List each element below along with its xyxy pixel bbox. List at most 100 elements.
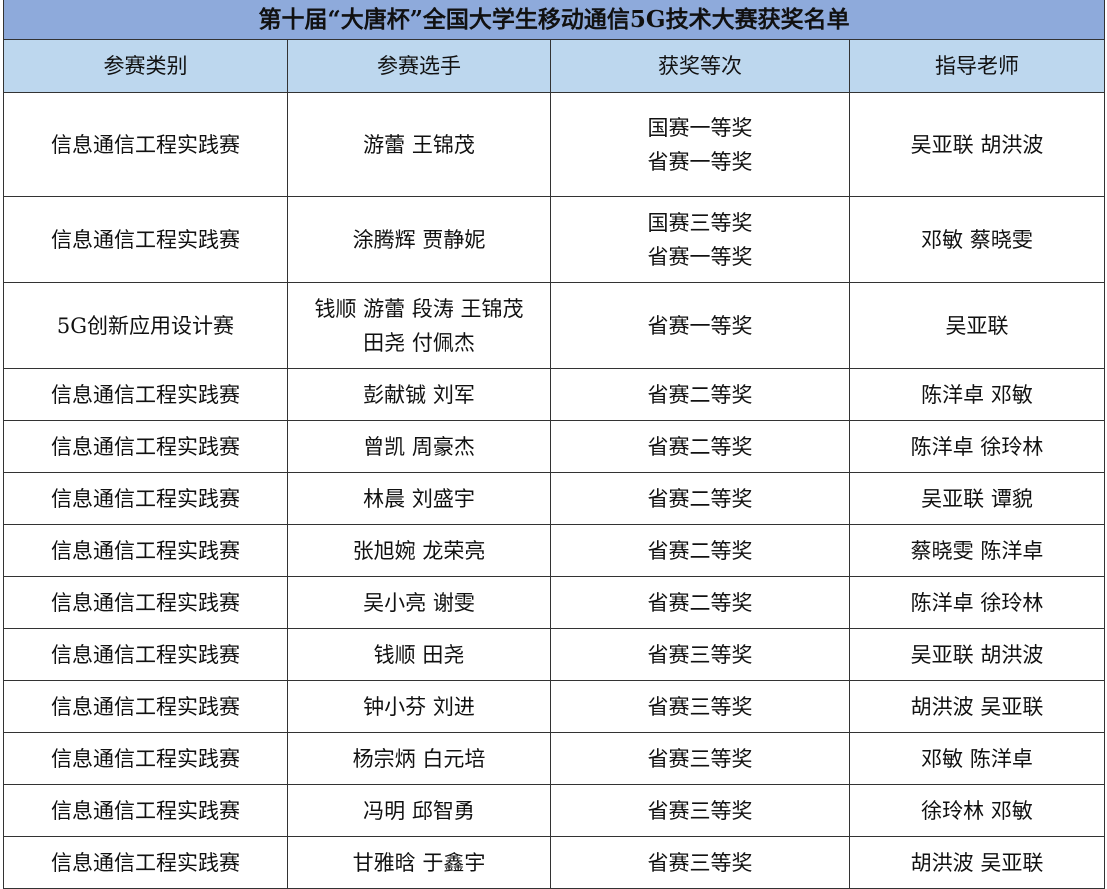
category-cell: 信息通信工程实践赛: [3, 836, 288, 889]
award-cell-line: 省赛三等奖: [647, 746, 753, 771]
category-cell: 信息通信工程实践赛: [3, 680, 288, 733]
award-cell: 国赛三等奖省赛一等奖: [550, 196, 850, 283]
table-row: 信息通信工程实践赛 游蕾 王锦茂 国赛一等奖 省赛一等奖 吴亚联 胡洪波: [3, 92, 1106, 197]
players-cell: 曾凯 周豪杰: [287, 420, 551, 473]
header-players: 参赛选手: [287, 39, 551, 93]
award-cell: 省赛一等奖: [550, 282, 850, 369]
table-row: 信息通信工程实践赛 冯明 邱智勇 省赛三等奖 徐玲林 邓敏: [3, 784, 1106, 837]
award-cell: 省赛二等奖: [550, 472, 850, 525]
players-cell-line: 田尧 付佩杰: [363, 330, 475, 355]
players-cell: 冯明 邱智勇: [287, 784, 551, 837]
players-cell: 钟小芬 刘进: [287, 680, 551, 733]
category-cell: 信息通信工程实践赛: [3, 92, 288, 197]
award-cell-line: 省赛三等奖: [647, 850, 753, 875]
header-category: 参赛类别: [3, 39, 288, 93]
players-cell: 甘雅晗 于鑫宇: [287, 836, 551, 889]
players-cell-line: 冯明 邱智勇: [363, 798, 475, 823]
advisors-cell: 胡洪波 吴亚联: [848, 836, 1106, 889]
award-cell-line: 省赛三等奖: [647, 798, 753, 823]
players-cell: 游蕾 王锦茂: [287, 92, 551, 197]
category-cell: 信息通信工程实践赛: [3, 472, 288, 525]
table-row: 信息通信工程实践赛 彭献铖 刘军 省赛二等奖 陈洋卓 邓敏: [3, 368, 1106, 421]
award-cell-line: 省赛一等奖: [647, 244, 753, 269]
advisors-cell: 吴亚联 谭貌: [848, 472, 1106, 525]
award-cell: 省赛二等奖: [550, 524, 850, 577]
award-cell-line: 国赛三等奖: [647, 210, 753, 235]
table-row: 信息通信工程实践赛 吴小亮 谢雯 省赛二等奖 陈洋卓 徐玲林: [3, 576, 1106, 629]
award-cell-line: 省赛一等奖: [647, 149, 753, 174]
category-cell: 信息通信工程实践赛: [3, 732, 288, 785]
award-cell-line: 省赛二等奖: [647, 382, 753, 407]
category-cell: 5G创新应用设计赛: [3, 282, 288, 369]
award-cell: 省赛二等奖: [550, 576, 850, 629]
players-cell-line: 甘雅晗 于鑫宇: [352, 850, 486, 875]
category-cell: 信息通信工程实践赛: [3, 628, 288, 681]
players-cell: 杨宗炳 白元培: [287, 732, 551, 785]
table-row: 信息通信工程实践赛 曾凯 周豪杰 省赛二等奖 陈洋卓 徐玲林: [3, 420, 1106, 473]
award-cell: 省赛二等奖: [550, 420, 850, 473]
table-row: 信息通信工程实践赛 钱顺 田尧 省赛三等奖 吴亚联 胡洪波: [3, 628, 1106, 681]
table-row: 5G创新应用设计赛 钱顺 游蕾 段涛 王锦茂 田尧 付佩杰 省赛一等奖 吴亚联: [3, 282, 1106, 369]
advisors-cell: 吴亚联: [848, 282, 1106, 369]
category-cell: 信息通信工程实践赛: [3, 524, 288, 577]
award-cell-line: 省赛三等奖: [647, 642, 753, 667]
players-cell: 林晨 刘盛宇: [287, 472, 551, 525]
table-row: 信息通信工程实践赛 甘雅晗 于鑫宇 省赛三等奖 胡洪波 吴亚联: [3, 836, 1106, 889]
table-title: 第十届“大唐杯”全国大学生移动通信5G技术大赛获奖名单: [2, 0, 1106, 40]
category-cell: 信息通信工程实践赛: [3, 784, 288, 837]
players-cell-line: 钟小芬 刘进: [363, 694, 475, 719]
table-row: 信息通信工程实践赛 杨宗炳 白元培 省赛三等奖 邓敏 陈洋卓: [3, 732, 1106, 785]
award-cell-line: 省赛二等奖: [647, 486, 753, 511]
category-cell: 信息通信工程实践赛: [3, 196, 288, 283]
table-row: 信息通信工程实践赛 林晨 刘盛宇 省赛二等奖 吴亚联 谭貌: [3, 472, 1106, 525]
players-cell-line: 林晨 刘盛宇: [363, 486, 475, 511]
players-cell: 彭献铖 刘军: [287, 368, 551, 421]
title-row: 第十届“大唐杯”全国大学生移动通信5G技术大赛获奖名单: [2, 0, 1106, 40]
players-cell-line: 曾凯 周豪杰: [363, 434, 475, 459]
header-advisors: 指导老师: [848, 39, 1106, 93]
players-cell-line: 吴小亮 谢雯: [363, 590, 475, 615]
award-cell-line: 省赛二等奖: [647, 590, 753, 615]
advisors-cell: 邓敏 陈洋卓: [848, 732, 1106, 785]
players-cell-line: 游蕾 王锦茂: [363, 132, 475, 157]
advisors-cell: 邓敏 蔡晓雯: [848, 196, 1106, 283]
players-cell-line: 彭献铖 刘军: [363, 382, 475, 407]
advisors-cell: 吴亚联 胡洪波: [848, 628, 1106, 681]
award-cell: 省赛三等奖: [550, 836, 850, 889]
players-cell-line: 张旭婉 龙荣亮: [352, 538, 486, 563]
advisors-cell: 吴亚联 胡洪波: [848, 92, 1106, 197]
award-cell-line: 省赛二等奖: [647, 538, 753, 563]
players-cell: 钱顺 田尧: [287, 628, 551, 681]
players-cell: 涂腾辉 贾静妮: [287, 196, 551, 283]
award-cell: 国赛一等奖省赛一等奖: [550, 92, 850, 197]
category-cell: 信息通信工程实践赛: [3, 368, 288, 421]
advisors-cell: 陈洋卓 徐玲林: [848, 576, 1106, 629]
header-award: 获奖等次: [550, 39, 850, 93]
players-cell-line: 钱顺 游蕾 段涛 王锦茂: [314, 296, 524, 321]
players-cell: 钱顺 游蕾 段涛 王锦茂 田尧 付佩杰: [287, 282, 551, 369]
category-cell: 信息通信工程实践赛: [3, 420, 288, 473]
award-cell: 省赛三等奖: [550, 732, 850, 785]
award-cell-line: 省赛三等奖: [647, 694, 753, 719]
advisors-cell: 蔡晓雯 陈洋卓: [848, 524, 1106, 577]
table-row: 信息通信工程实践赛 涂腾辉 贾静妮 国赛三等奖 省赛一等奖 邓敏 蔡晓雯: [3, 196, 1106, 283]
award-cell: 省赛二等奖: [550, 368, 850, 421]
players-cell-line: 杨宗炳 白元培: [352, 746, 486, 771]
table-row: 信息通信工程实践赛 钟小芬 刘进 省赛三等奖 胡洪波 吴亚联: [3, 680, 1106, 733]
players-cell-line: 钱顺 田尧: [373, 642, 465, 667]
players-cell: 张旭婉 龙荣亮: [287, 524, 551, 577]
advisors-cell: 胡洪波 吴亚联: [848, 680, 1106, 733]
players-cell: 吴小亮 谢雯: [287, 576, 551, 629]
header-row: 参赛类别 参赛选手 获奖等次 指导老师: [3, 39, 1106, 93]
award-cell: 省赛三等奖: [550, 680, 850, 733]
award-cell-line: 省赛二等奖: [647, 434, 753, 459]
advisors-cell: 陈洋卓 邓敏: [848, 368, 1106, 421]
table-row: 信息通信工程实践赛 张旭婉 龙荣亮 省赛二等奖 蔡晓雯 陈洋卓: [3, 524, 1106, 577]
award-cell: 省赛三等奖: [550, 628, 850, 681]
advisors-cell: 徐玲林 邓敏: [848, 784, 1106, 837]
players-cell-line: 涂腾辉 贾静妮: [352, 227, 486, 252]
category-cell: 信息通信工程实践赛: [3, 576, 288, 629]
award-cell: 省赛三等奖: [550, 784, 850, 837]
award-cell-line: 国赛一等奖: [647, 115, 753, 140]
